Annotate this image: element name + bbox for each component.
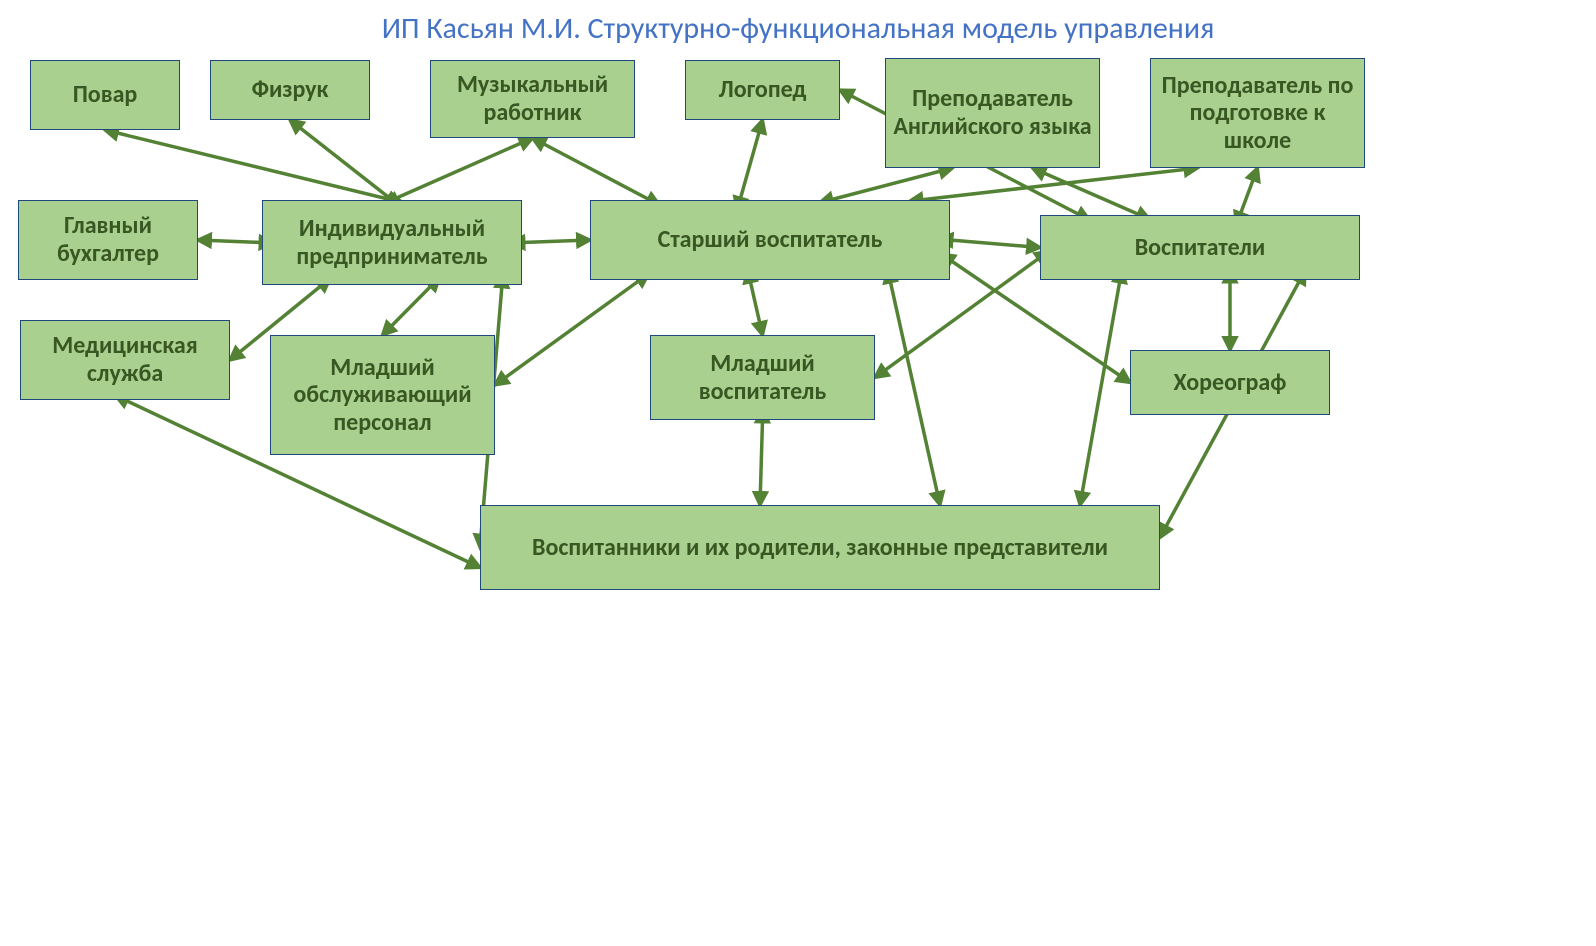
- edge-vosp-parents: [1080, 280, 1120, 505]
- node-logoped: Логопед: [685, 60, 840, 120]
- node-fizruk: Физрук: [210, 60, 370, 120]
- node-school: Преподаватель по подготовке к школе: [1150, 58, 1365, 168]
- node-povar: Повар: [30, 60, 180, 130]
- edge-ip-povar: [105, 130, 392, 200]
- node-vosp: Воспитатели: [1040, 215, 1360, 280]
- edge-senior-logoped: [740, 120, 763, 200]
- node-med: Медицинская служба: [20, 320, 230, 400]
- edge-ip-mladobs: [383, 285, 433, 335]
- node-senior: Старший воспитатель: [590, 200, 950, 280]
- edge-ip-fizruk: [290, 120, 392, 200]
- edge-senior-school: [920, 168, 1198, 200]
- diagram-title: ИП Касьян М.И. Структурно-функциональная…: [0, 10, 1596, 47]
- node-parents: Воспитанники и их родители, законные пре…: [480, 505, 1160, 590]
- edge-mladvosp-parents: [760, 420, 763, 505]
- node-mladobs: Младший обслуживающий персонал: [270, 335, 495, 455]
- edge-ip-muz: [392, 138, 533, 200]
- edge-senior-mladobs: [495, 280, 640, 385]
- node-horeo: Хореограф: [1130, 350, 1330, 415]
- edge-senior-muz: [533, 138, 651, 200]
- node-ip: Индивидуальный предприниматель: [262, 200, 522, 285]
- node-buh: Главный бухгалтер: [18, 200, 198, 280]
- edge-ip-senior: [522, 240, 590, 243]
- edge-vosp-english: [1033, 168, 1141, 215]
- node-mladvosp: Младший воспитатель: [650, 335, 875, 420]
- node-english: Преподаватель Английского языка: [885, 58, 1100, 168]
- edge-senior-english: [830, 168, 953, 200]
- edge-vosp-school: [1240, 168, 1258, 215]
- edge-senior-mladvosp: [750, 280, 763, 335]
- node-muz: Музыкальный работник: [430, 60, 635, 138]
- edge-senior-parents: [890, 280, 940, 505]
- edge-senior-vosp: [950, 240, 1040, 248]
- edge-ip-buh: [198, 240, 262, 243]
